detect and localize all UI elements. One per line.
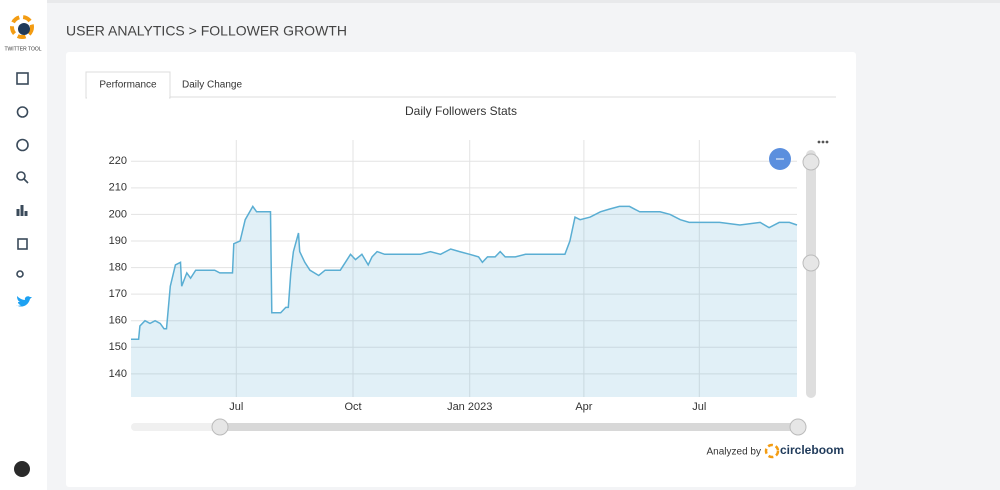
y-tick-label: 210 [109,182,127,194]
menu-dots[interactable] [817,140,829,144]
x-tick-label: Apr [575,401,592,413]
page-title: USER ANALYTICS > FOLLOWER GROWTH [66,23,347,39]
y-tick-label: 150 [109,341,127,353]
tab-cover [87,96,169,99]
network-icon[interactable] [16,106,29,118]
footer-brand: circleboom [780,443,844,457]
logo-core [18,23,30,35]
brand: TWITTER TOOL [4,46,41,52]
stats-icon[interactable] [16,205,28,216]
area [131,206,797,397]
analyzed-by: Analyzed by [707,447,761,458]
delete-icon[interactable] [17,238,28,250]
x-tick-label: Jan 2023 [447,401,492,413]
v-range-track [806,150,816,398]
search-icon[interactable] [16,171,26,181]
circle-icon[interactable] [16,138,29,152]
x-tick-label: Jul [229,401,243,413]
y-tick-label: 190 [109,235,127,247]
footer-logo [764,443,780,459]
v-range-handle-top[interactable] [802,153,820,171]
dashboard-icon[interactable] [16,72,29,85]
line [131,205,798,341]
logo [10,15,34,39]
y-tick-label: 170 [109,288,127,300]
y-tick-label: 180 [109,261,127,273]
nav-icons [16,72,29,278]
y-tick-label: 220 [109,155,127,167]
x-tick-label: Jul [692,401,706,413]
tab-daily-change[interactable]: Daily Change [182,80,242,91]
chart-title: Daily Followers Stats [405,104,517,118]
tab-performance[interactable]: Performance [99,80,157,91]
v-range-handle-bottom[interactable] [802,254,820,272]
top-border [47,0,1000,3]
h-range-selected [220,423,798,431]
y-tick-label: 140 [109,368,127,380]
users-icon[interactable] [16,270,24,278]
x-tick-label: Oct [344,401,361,413]
card [66,52,856,487]
avatar[interactable] [14,461,30,477]
h-range-handle-right[interactable] [789,418,807,436]
twitter-icon[interactable] [16,296,32,307]
y-tick-label: 200 [109,208,127,220]
h-range-handle-left[interactable] [211,418,229,436]
y-tick-label: 160 [109,315,127,327]
search-handle [23,178,29,184]
sidebar [0,0,47,490]
plot: 140 150 160 170 180 190 200 210 220 Jul Oct Jan 202… [109,140,798,413]
